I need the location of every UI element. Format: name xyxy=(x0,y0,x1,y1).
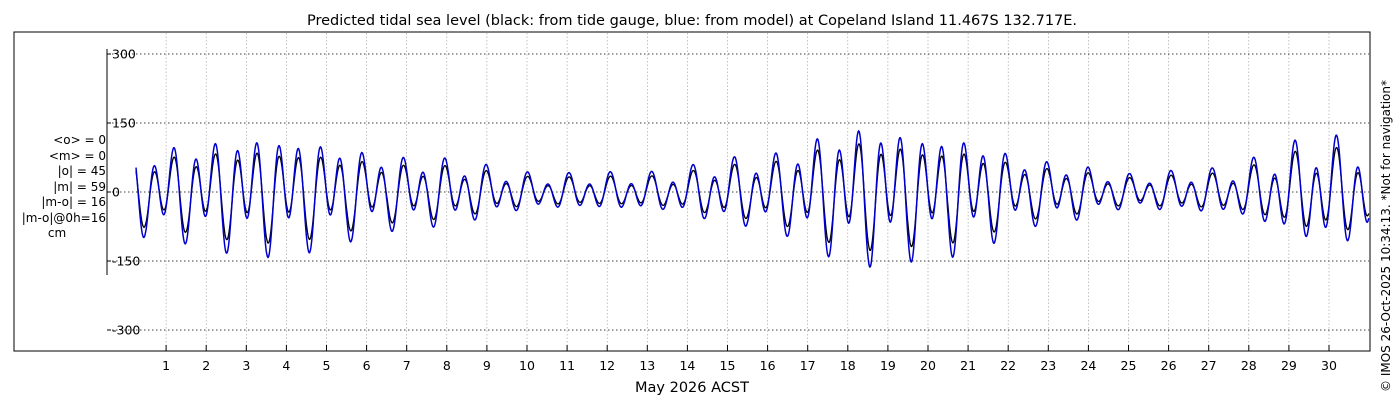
stat-mean-model: <m> = 0 xyxy=(48,148,106,163)
x-tick-label: 17 xyxy=(800,358,816,373)
x-tick-label: 19 xyxy=(880,358,896,373)
x-tick-label: 13 xyxy=(639,358,655,373)
x-tick-label: 3 xyxy=(242,358,250,373)
x-tick-label: 23 xyxy=(1040,358,1056,373)
series-line-model xyxy=(135,129,1370,269)
y-ticks: 300 150 0 -150 -300 xyxy=(107,47,140,338)
x-tick-label: 7 xyxy=(403,358,411,373)
stat-abs-model: |m| = 59 xyxy=(53,179,106,194)
x-tick-label: 11 xyxy=(559,358,575,373)
x-tick-label: 30 xyxy=(1321,358,1337,373)
x-tick-label: 28 xyxy=(1241,358,1257,373)
x-tick-label: 1 xyxy=(162,358,170,373)
x-tick-label: 25 xyxy=(1121,358,1137,373)
x-tick-label: 18 xyxy=(840,358,856,373)
x-tick-label: 26 xyxy=(1161,358,1177,373)
stat-abs-obs: |o| = 45 xyxy=(57,164,106,178)
x-tick-label: 29 xyxy=(1281,358,1297,373)
y-tick-label: -300 xyxy=(112,323,140,338)
y-tick-label: 150 xyxy=(112,116,136,131)
stat-abs-diff: |m-o| = 16 xyxy=(41,195,106,209)
stat-abs-diff-0h: |m-o|@0h=16 xyxy=(21,210,106,225)
x-tick-label: 5 xyxy=(323,358,331,373)
x-tick-label: 4 xyxy=(282,358,290,373)
x-tick-label: 24 xyxy=(1080,358,1096,373)
stat-mean-obs: <o> = 0 xyxy=(53,133,106,147)
x-tick-label: 15 xyxy=(720,358,736,373)
x-tick-label: 16 xyxy=(760,358,776,373)
y-tick-label: -150 xyxy=(112,254,140,269)
grid-layer xyxy=(108,33,1369,350)
y-tick-label: 300 xyxy=(112,47,136,62)
x-tick-label: 8 xyxy=(443,358,451,373)
x-tick-label: 21 xyxy=(960,358,976,373)
x-tick-label: 2 xyxy=(202,358,210,373)
x-tick-label: 22 xyxy=(1000,358,1016,373)
x-tick-label: 27 xyxy=(1201,358,1217,373)
stat-unit: cm xyxy=(47,226,67,240)
series-line-gauge xyxy=(135,143,1370,252)
x-tick-label: 6 xyxy=(363,358,371,373)
plot-frame xyxy=(13,31,1371,352)
x-tick-label: 9 xyxy=(483,358,491,373)
x-tick-label: 12 xyxy=(599,358,615,373)
series-layer xyxy=(135,129,1370,269)
stats-panel: <o> = 0 <m> = 0 |o| = 45 |m| = 59 |m-o| … xyxy=(8,133,106,242)
x-axis-label: May 2026 ACST xyxy=(635,380,749,396)
x-tick-label: 20 xyxy=(920,358,936,373)
chart-title: Predicted tidal sea level (black: from t… xyxy=(307,13,1077,29)
x-tick-label: 14 xyxy=(679,358,695,373)
x-tick-label: 10 xyxy=(519,358,535,373)
credit-text: © IMOS 26-Oct-2025 10:34:13. *Not for na… xyxy=(1379,80,1393,392)
y-tick-label: 0 xyxy=(112,185,120,200)
x-ticks: 1 2 3 4 5 6 7 8 9 10 11 12 13 14 15 16 17 18 19 20 21 22 23 24 2… xyxy=(162,345,1337,373)
